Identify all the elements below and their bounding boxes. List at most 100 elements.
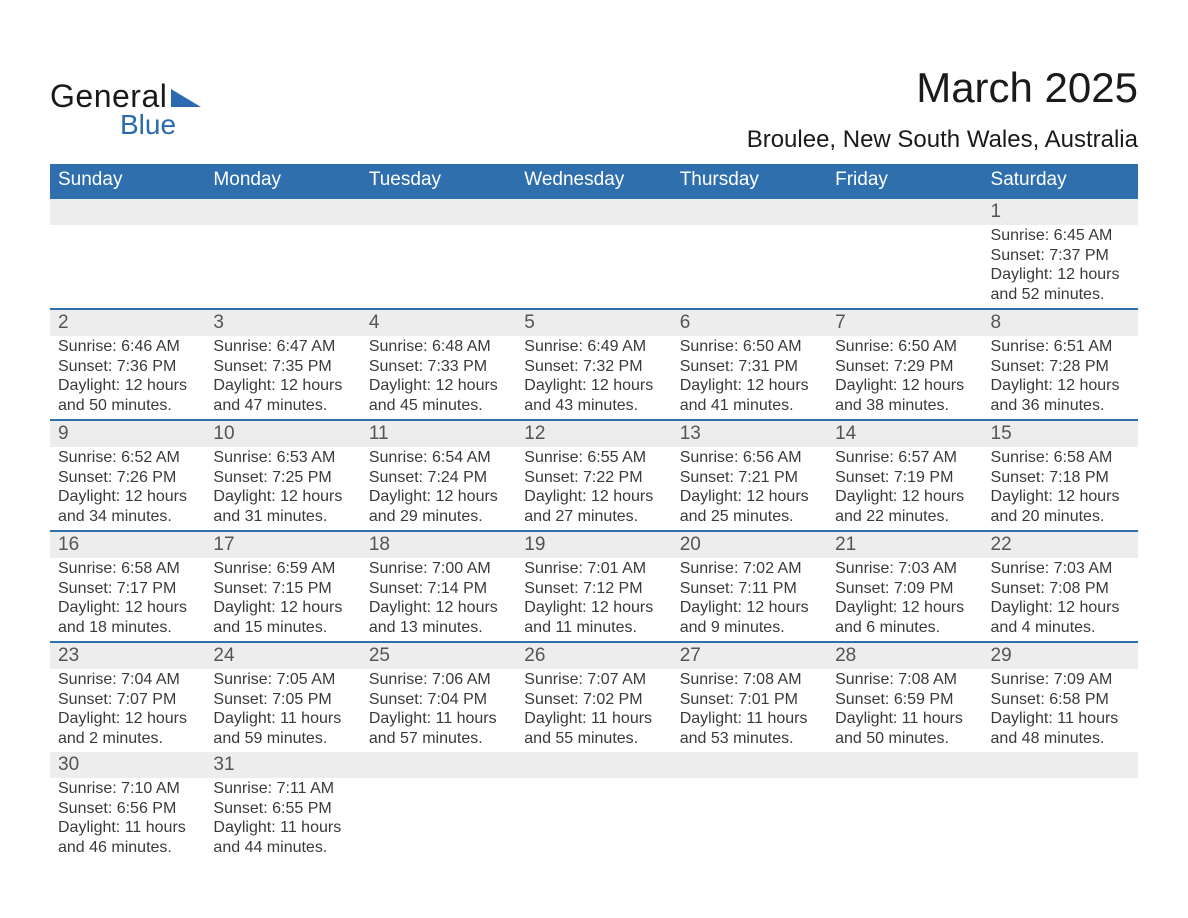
day-number: 27 — [672, 643, 827, 669]
daylight-line: Daylight: 11 hours and 50 minutes. — [835, 709, 976, 748]
day-number-cell: 28 — [827, 642, 982, 669]
day-number-cell: 25 — [361, 642, 516, 669]
day-number-cell: 20 — [672, 531, 827, 558]
day-number: 19 — [516, 532, 671, 558]
day-number: 29 — [983, 643, 1138, 669]
sunrise-line: Sunrise: 6:45 AM — [991, 226, 1132, 246]
day-data: Sunrise: 6:57 AMSunset: 7:19 PMDaylight:… — [827, 447, 982, 530]
day-number: 9 — [50, 421, 205, 447]
day-number-cell: 13 — [672, 420, 827, 447]
day-number-cell: 16 — [50, 531, 205, 558]
day-number: 30 — [50, 752, 205, 778]
day-number: 2 — [50, 310, 205, 336]
sunrise-line: Sunrise: 7:10 AM — [58, 779, 199, 799]
daylight-line: Daylight: 12 hours and 50 minutes. — [58, 376, 199, 415]
sunset-line: Sunset: 7:14 PM — [369, 579, 510, 599]
day-number-cell: 27 — [672, 642, 827, 669]
sunset-line: Sunset: 7:22 PM — [524, 468, 665, 488]
day-data: Sunrise: 6:50 AMSunset: 7:31 PMDaylight:… — [672, 336, 827, 419]
daydata-row: Sunrise: 6:45 AMSunset: 7:37 PMDaylight:… — [50, 225, 1138, 309]
day-number: 7 — [827, 310, 982, 336]
day-data — [205, 225, 360, 305]
sunset-line: Sunset: 7:35 PM — [213, 357, 354, 377]
logo-text-blue: Blue — [120, 109, 201, 141]
day-number: 26 — [516, 643, 671, 669]
sunrise-line: Sunrise: 7:09 AM — [991, 670, 1132, 690]
day-number: 13 — [672, 421, 827, 447]
sunrise-line: Sunrise: 7:00 AM — [369, 559, 510, 579]
daynum-row: 1 — [50, 198, 1138, 225]
daylight-line: Daylight: 12 hours and 27 minutes. — [524, 487, 665, 526]
daylight-line: Daylight: 12 hours and 22 minutes. — [835, 487, 976, 526]
day-number-cell: 19 — [516, 531, 671, 558]
sunrise-line: Sunrise: 7:08 AM — [680, 670, 821, 690]
daydata-row: Sunrise: 6:46 AMSunset: 7:36 PMDaylight:… — [50, 336, 1138, 420]
sunrise-line: Sunrise: 7:08 AM — [835, 670, 976, 690]
day-data: Sunrise: 7:02 AMSunset: 7:11 PMDaylight:… — [672, 558, 827, 641]
col-header: Friday — [827, 164, 982, 198]
day-data: Sunrise: 6:52 AMSunset: 7:26 PMDaylight:… — [50, 447, 205, 530]
day-data: Sunrise: 6:45 AMSunset: 7:37 PMDaylight:… — [983, 225, 1138, 308]
day-data-cell: Sunrise: 6:49 AMSunset: 7:32 PMDaylight:… — [516, 336, 671, 420]
sunrise-line: Sunrise: 7:03 AM — [991, 559, 1132, 579]
sunset-line: Sunset: 7:26 PM — [58, 468, 199, 488]
day-data-cell — [827, 225, 982, 309]
sunrise-line: Sunrise: 6:58 AM — [58, 559, 199, 579]
sunset-line: Sunset: 7:19 PM — [835, 468, 976, 488]
day-data-cell: Sunrise: 7:03 AMSunset: 7:09 PMDaylight:… — [827, 558, 982, 642]
daynum-row: 3031 — [50, 752, 1138, 778]
day-data-cell — [361, 225, 516, 309]
day-number: 25 — [361, 643, 516, 669]
day-number-cell: 5 — [516, 309, 671, 336]
day-data-cell: Sunrise: 7:05 AMSunset: 7:05 PMDaylight:… — [205, 669, 360, 752]
daylight-line: Daylight: 12 hours and 34 minutes. — [58, 487, 199, 526]
day-data-cell: Sunrise: 6:52 AMSunset: 7:26 PMDaylight:… — [50, 447, 205, 531]
sunset-line: Sunset: 7:08 PM — [991, 579, 1132, 599]
daydata-row: Sunrise: 7:04 AMSunset: 7:07 PMDaylight:… — [50, 669, 1138, 752]
sunrise-line: Sunrise: 6:56 AM — [680, 448, 821, 468]
day-data-cell: Sunrise: 7:07 AMSunset: 7:02 PMDaylight:… — [516, 669, 671, 752]
day-data-cell — [516, 225, 671, 309]
day-data: Sunrise: 7:07 AMSunset: 7:02 PMDaylight:… — [516, 669, 671, 752]
day-data-cell: Sunrise: 6:55 AMSunset: 7:22 PMDaylight:… — [516, 447, 671, 531]
day-number-cell: 1 — [983, 198, 1138, 225]
day-data-cell: Sunrise: 7:01 AMSunset: 7:12 PMDaylight:… — [516, 558, 671, 642]
daylight-line: Daylight: 12 hours and 36 minutes. — [991, 376, 1132, 415]
daylight-line: Daylight: 11 hours and 48 minutes. — [991, 709, 1132, 748]
day-data-cell: Sunrise: 7:10 AMSunset: 6:56 PMDaylight:… — [50, 778, 205, 861]
day-number-cell — [361, 198, 516, 225]
sunrise-line: Sunrise: 7:05 AM — [213, 670, 354, 690]
calendar-body: 1Sunrise: 6:45 AMSunset: 7:37 PMDaylight… — [50, 198, 1138, 861]
sunrise-line: Sunrise: 6:55 AM — [524, 448, 665, 468]
sunset-line: Sunset: 7:21 PM — [680, 468, 821, 488]
day-number: 6 — [672, 310, 827, 336]
day-data: Sunrise: 7:04 AMSunset: 7:07 PMDaylight:… — [50, 669, 205, 752]
sunset-line: Sunset: 7:11 PM — [680, 579, 821, 599]
sunrise-line: Sunrise: 6:49 AM — [524, 337, 665, 357]
day-data: Sunrise: 6:50 AMSunset: 7:29 PMDaylight:… — [827, 336, 982, 419]
day-data-cell: Sunrise: 6:59 AMSunset: 7:15 PMDaylight:… — [205, 558, 360, 642]
day-data: Sunrise: 7:10 AMSunset: 6:56 PMDaylight:… — [50, 778, 205, 861]
sunset-line: Sunset: 7:02 PM — [524, 690, 665, 710]
day-data-cell: Sunrise: 7:08 AMSunset: 7:01 PMDaylight:… — [672, 669, 827, 752]
day-data-cell: Sunrise: 7:04 AMSunset: 7:07 PMDaylight:… — [50, 669, 205, 752]
col-header: Tuesday — [361, 164, 516, 198]
day-number-cell: 6 — [672, 309, 827, 336]
day-data: Sunrise: 6:58 AMSunset: 7:18 PMDaylight:… — [983, 447, 1138, 530]
day-data-cell: Sunrise: 6:51 AMSunset: 7:28 PMDaylight:… — [983, 336, 1138, 420]
daylight-line: Daylight: 12 hours and 47 minutes. — [213, 376, 354, 415]
day-number: 22 — [983, 532, 1138, 558]
day-number-cell: 2 — [50, 309, 205, 336]
sunrise-line: Sunrise: 6:50 AM — [680, 337, 821, 357]
day-data-cell — [50, 225, 205, 309]
daylight-line: Daylight: 11 hours and 46 minutes. — [58, 818, 199, 857]
day-number: 12 — [516, 421, 671, 447]
day-data — [516, 778, 671, 858]
day-number — [516, 752, 671, 777]
calendar-header-row: Sunday Monday Tuesday Wednesday Thursday… — [50, 164, 1138, 198]
daylight-line: Daylight: 12 hours and 41 minutes. — [680, 376, 821, 415]
daylight-line: Daylight: 12 hours and 11 minutes. — [524, 598, 665, 637]
day-number-cell: 3 — [205, 309, 360, 336]
sunrise-line: Sunrise: 6:59 AM — [213, 559, 354, 579]
day-number-cell: 12 — [516, 420, 671, 447]
